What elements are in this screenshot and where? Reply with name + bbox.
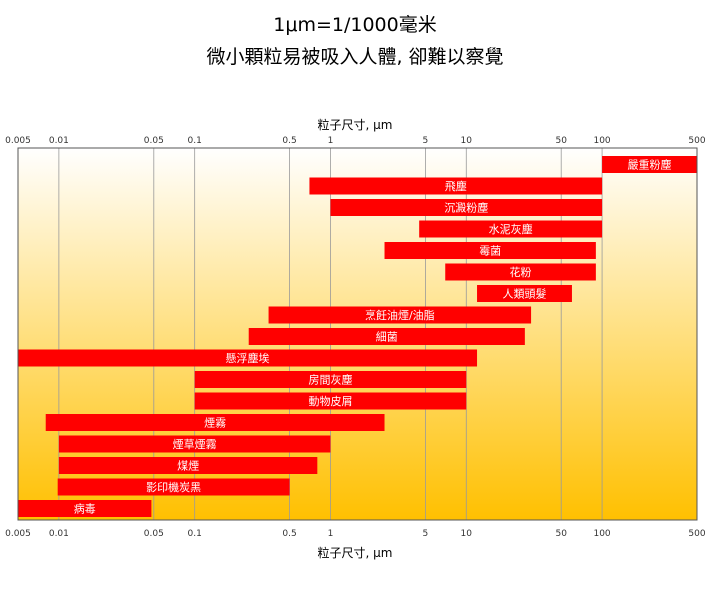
x-tick-label-top: 1 bbox=[328, 136, 334, 146]
bar bbox=[419, 220, 603, 238]
x-axis-label-top: 粒子尺寸, μm bbox=[317, 118, 393, 132]
bar-group: 細菌 bbox=[248, 328, 525, 345]
bar bbox=[330, 199, 603, 216]
bar bbox=[194, 371, 467, 388]
bar-label: 霉菌 bbox=[479, 245, 501, 258]
chart-subtitle: 微小顆粒易被吸入人體, 卻難以察覺 bbox=[206, 46, 504, 68]
bar-group: 花粉 bbox=[445, 263, 596, 281]
x-tick-label-bottom: 0.5 bbox=[282, 529, 296, 539]
bar-label: 花粉 bbox=[510, 266, 532, 279]
x-tick-label-bottom: 50 bbox=[555, 529, 567, 539]
bar bbox=[248, 328, 525, 345]
x-tick-label-top: 50 bbox=[555, 136, 567, 146]
bar-group: 人類頭髮 bbox=[477, 285, 572, 302]
bar-group: 動物皮屑 bbox=[194, 392, 467, 410]
x-tick-label-top: 0.01 bbox=[49, 136, 69, 146]
x-tick-label-bottom: 0.1 bbox=[188, 529, 202, 539]
bar-group: 影印機炭黑 bbox=[57, 478, 290, 496]
x-axis-label-bottom: 粒子尺寸, μm bbox=[317, 546, 393, 560]
bar-label: 煙霧 bbox=[204, 417, 226, 430]
bar-label: 影印機炭黑 bbox=[146, 480, 201, 494]
x-tick-label-bottom: 500 bbox=[688, 529, 705, 539]
bar-group: 煙霧 bbox=[45, 414, 385, 431]
bar bbox=[477, 285, 572, 302]
x-tick-label-top: 10 bbox=[461, 136, 473, 146]
bar-group: 霉菌 bbox=[384, 242, 596, 259]
bar bbox=[602, 156, 697, 173]
bar-label: 水泥灰塵 bbox=[489, 222, 533, 236]
x-tick-label-top: 100 bbox=[593, 136, 610, 146]
bar bbox=[445, 263, 596, 281]
x-tick-label-top: 0.5 bbox=[282, 136, 296, 146]
bar bbox=[45, 414, 385, 431]
plot-frame bbox=[17, 147, 698, 521]
bar bbox=[58, 435, 331, 453]
bar-label: 細菌 bbox=[376, 331, 398, 344]
bar-label: 病毒 bbox=[74, 502, 96, 516]
bar-group: 水泥灰塵 bbox=[419, 220, 603, 238]
bar-group: 烹飪油煙/油脂 bbox=[268, 306, 532, 324]
x-tick-label-bottom: 10 bbox=[461, 529, 473, 539]
bar bbox=[194, 392, 467, 410]
x-tick-label-top: 0.05 bbox=[144, 136, 164, 146]
bar-group: 沉澱粉塵 bbox=[330, 199, 603, 216]
bar-label: 房間灰塵 bbox=[308, 373, 352, 387]
x-tick-label-top: 500 bbox=[688, 136, 705, 146]
bar bbox=[268, 306, 532, 324]
x-tick-label-bottom: 0.05 bbox=[144, 529, 164, 539]
x-tick-label-bottom: 100 bbox=[593, 529, 610, 539]
bar-label: 烹飪油煙/油脂 bbox=[365, 308, 435, 322]
bar-group: 煤煙 bbox=[58, 457, 318, 474]
bar bbox=[384, 242, 596, 259]
bar-group: 房間灰塵 bbox=[194, 371, 467, 388]
x-tick-label-bottom: 0.01 bbox=[49, 529, 69, 539]
bar-label: 嚴重粉塵 bbox=[628, 158, 672, 172]
bar-label: 懸浮塵埃 bbox=[226, 351, 270, 365]
x-tick-label-bottom: 5 bbox=[423, 529, 429, 539]
x-tick-label-top: 0.1 bbox=[188, 136, 202, 146]
chart-title: 1μm=1/1000毫米 bbox=[273, 14, 437, 36]
x-tick-label-bottom: 0.005 bbox=[5, 529, 31, 539]
bar-label: 動物皮屑 bbox=[308, 394, 352, 408]
bar bbox=[309, 177, 603, 195]
bar-group: 嚴重粉塵 bbox=[602, 156, 697, 173]
bar-group: 病毒 bbox=[18, 500, 152, 517]
bar-group: 煙草煙霧 bbox=[58, 435, 331, 453]
bar-group: 懸浮塵埃 bbox=[18, 349, 478, 367]
bar-label: 人類頭髮 bbox=[502, 287, 546, 301]
bar-label: 沉澱粉塵 bbox=[444, 201, 488, 215]
bar bbox=[18, 500, 152, 517]
x-tick-label-top: 5 bbox=[423, 136, 429, 146]
bar-label: 飛塵 bbox=[445, 179, 467, 193]
bar-label: 煤煙 bbox=[177, 460, 199, 473]
bar-label: 煙草煙霧 bbox=[173, 438, 217, 451]
bar bbox=[57, 478, 290, 496]
bar-group: 飛塵 bbox=[309, 177, 603, 195]
bar bbox=[18, 349, 478, 367]
x-tick-label-top: 0.005 bbox=[5, 136, 31, 146]
bar bbox=[58, 457, 318, 474]
x-tick-label-bottom: 1 bbox=[328, 529, 334, 539]
